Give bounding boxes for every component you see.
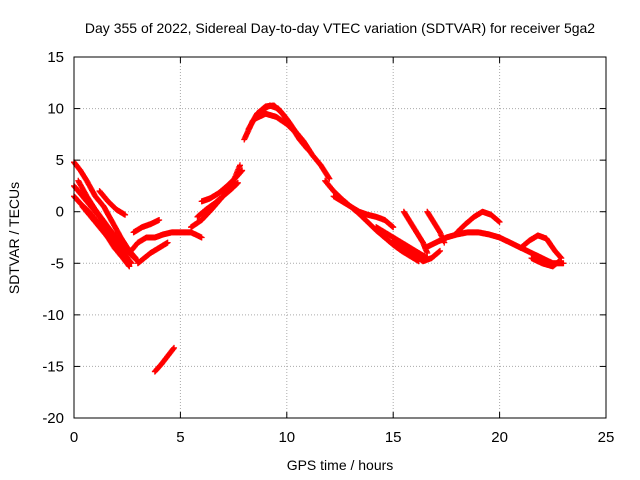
data-point [556,258,563,265]
data-point [496,219,503,226]
data-point [437,247,444,254]
series-arc-20 [400,208,431,256]
x-tick-label: 10 [278,429,295,446]
y-tick-label: 0 [56,204,64,221]
x-axis-label: GPS time / hours [287,457,394,473]
data-point [304,146,311,153]
data-point [164,239,171,246]
series-arc-8 [134,239,171,267]
data-point [236,162,243,169]
series-arc-4 [75,177,141,265]
x-tick-label: 5 [176,429,184,446]
plot-frame [73,56,607,419]
x-axis-ticks: 0 5 10 15 20 25 [70,57,615,446]
data-point [424,249,431,256]
data-point [239,167,246,174]
series-arc-6 [96,188,129,218]
series-arc-22 [422,229,503,251]
series-arc-14 [245,102,312,153]
y-tick-label: -15 [42,358,64,375]
y-tick-label: -20 [42,410,64,427]
y-tick-label: 5 [56,152,64,169]
data-point [122,211,129,218]
series-arc-25 [517,232,565,262]
x-tick-label: 25 [598,429,615,446]
data-point [121,254,128,261]
data-point [560,260,567,267]
data-point [234,179,241,186]
series-arc-17 [330,193,397,231]
data-point [122,255,129,262]
series-arc-9 [130,216,163,236]
series-arc-7 [126,229,205,256]
data-point [126,263,133,270]
data-point [156,216,163,223]
series-arc-11 [194,179,241,220]
data-point [558,255,565,262]
series-arc-19 [390,237,444,265]
series-arc-5 [79,203,129,262]
y-tick-label: -5 [51,255,64,272]
y-tick-label: -10 [42,307,64,324]
data-point [293,130,300,137]
data-point [390,224,397,231]
y-tick-label: 10 [47,101,64,118]
x-tick-label: 0 [70,429,78,446]
series-arc-15 [251,110,301,138]
data-point [171,344,178,351]
series-arc-27 [151,344,178,375]
y-tick-label: 15 [47,49,64,66]
series-arc-1 [71,159,139,262]
series-arc-26 [528,255,563,270]
data-point [305,146,312,153]
x-tick-label: 15 [385,429,402,446]
x-tick-label: 20 [491,429,508,446]
chart-title: Day 355 of 2022, Sidereal Day-to-day VTE… [85,20,595,36]
data-points [71,102,567,375]
y-axis-label: SDTVAR / TECUs [6,182,22,294]
data-point [294,131,301,138]
data-point [198,234,205,241]
data-point [326,175,333,182]
series-arc-12 [198,167,246,205]
y-axis-ticks: 15 10 5 0 -5 -10 -15 -20 [42,49,606,427]
series-arc-23 [454,208,503,236]
